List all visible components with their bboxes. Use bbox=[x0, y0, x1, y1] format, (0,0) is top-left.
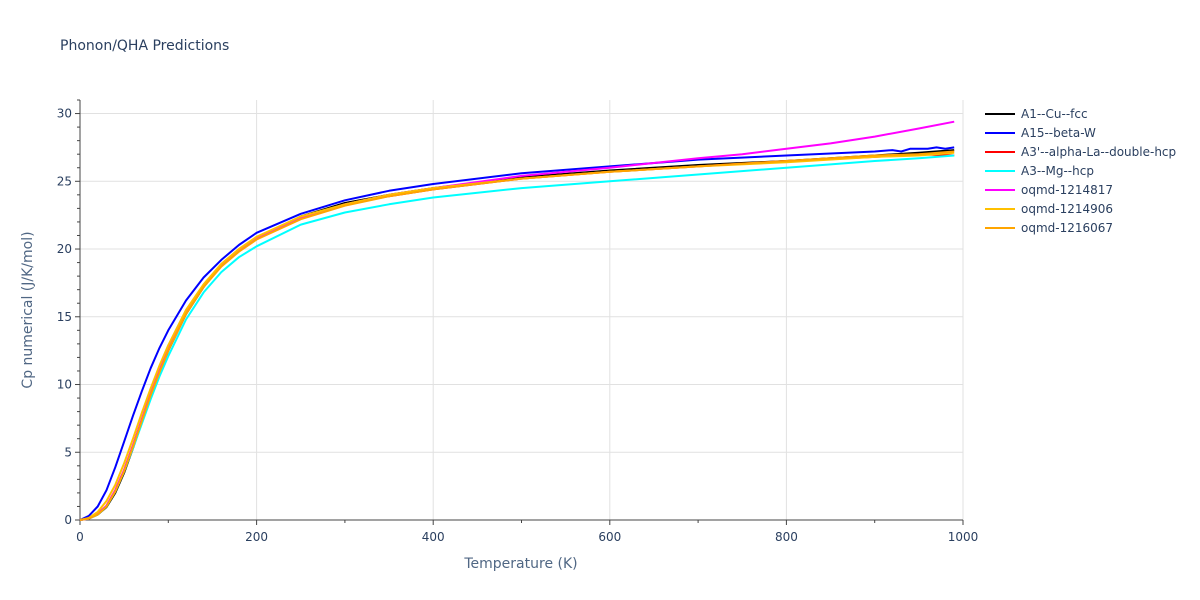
axes: 0 200 400 600 800 1000 0 5 10 15 20 25 30 bbox=[57, 99, 979, 544]
y-tick-label: 20 bbox=[57, 242, 72, 256]
series-line-oqmd-1216067[interactable] bbox=[79, 150, 955, 521]
series-layer bbox=[79, 120, 955, 521]
y-tick-label: 10 bbox=[57, 378, 72, 392]
legend-item[interactable]: A3--Mg--hcp bbox=[985, 164, 1094, 178]
series-line-A15--beta-W[interactable] bbox=[79, 146, 955, 521]
y-tick-label: 5 bbox=[64, 445, 72, 459]
y-tick-label: 15 bbox=[57, 310, 72, 324]
x-axis-title: Temperature (K) bbox=[463, 556, 577, 572]
legend-item[interactable]: oqmd-1216067 bbox=[985, 221, 1113, 235]
legend-item[interactable]: oqmd-1214906 bbox=[985, 202, 1113, 216]
legend-item[interactable]: oqmd-1214817 bbox=[985, 183, 1113, 197]
legend-label: oqmd-1214906 bbox=[1021, 202, 1113, 216]
legend[interactable]: A1--Cu--fcc A15--beta-W A3'--alpha-La--dou… bbox=[985, 107, 1176, 235]
x-tick-label: 600 bbox=[598, 530, 621, 544]
y-tick-label: 30 bbox=[57, 107, 72, 121]
legend-label: A1--Cu--fcc bbox=[1021, 107, 1088, 121]
x-tick-label: 200 bbox=[245, 530, 268, 544]
legend-label: oqmd-1214817 bbox=[1021, 183, 1113, 197]
chart-title: Phonon/QHA Predictions bbox=[60, 38, 229, 54]
x-tick-label: 800 bbox=[775, 530, 798, 544]
x-tick-label: 0 bbox=[76, 530, 84, 544]
legend-label: A3'--alpha-La--double-hcp bbox=[1021, 145, 1176, 159]
legend-label: A15--beta-W bbox=[1021, 126, 1096, 140]
legend-item[interactable]: A3'--alpha-La--double-hcp bbox=[985, 145, 1176, 159]
y-tick-label: 0 bbox=[64, 513, 72, 527]
y-tick-label: 25 bbox=[57, 174, 72, 188]
x-tick-label: 400 bbox=[422, 530, 445, 544]
legend-label: oqmd-1216067 bbox=[1021, 221, 1113, 235]
x-tick-label: 1000 bbox=[948, 530, 979, 544]
legend-item[interactable]: A15--beta-W bbox=[985, 126, 1096, 140]
y-axis-title: Cp numerical (J/K/mol) bbox=[20, 231, 36, 388]
legend-label: A3--Mg--hcp bbox=[1021, 164, 1094, 178]
legend-item[interactable]: A1--Cu--fcc bbox=[985, 107, 1088, 121]
